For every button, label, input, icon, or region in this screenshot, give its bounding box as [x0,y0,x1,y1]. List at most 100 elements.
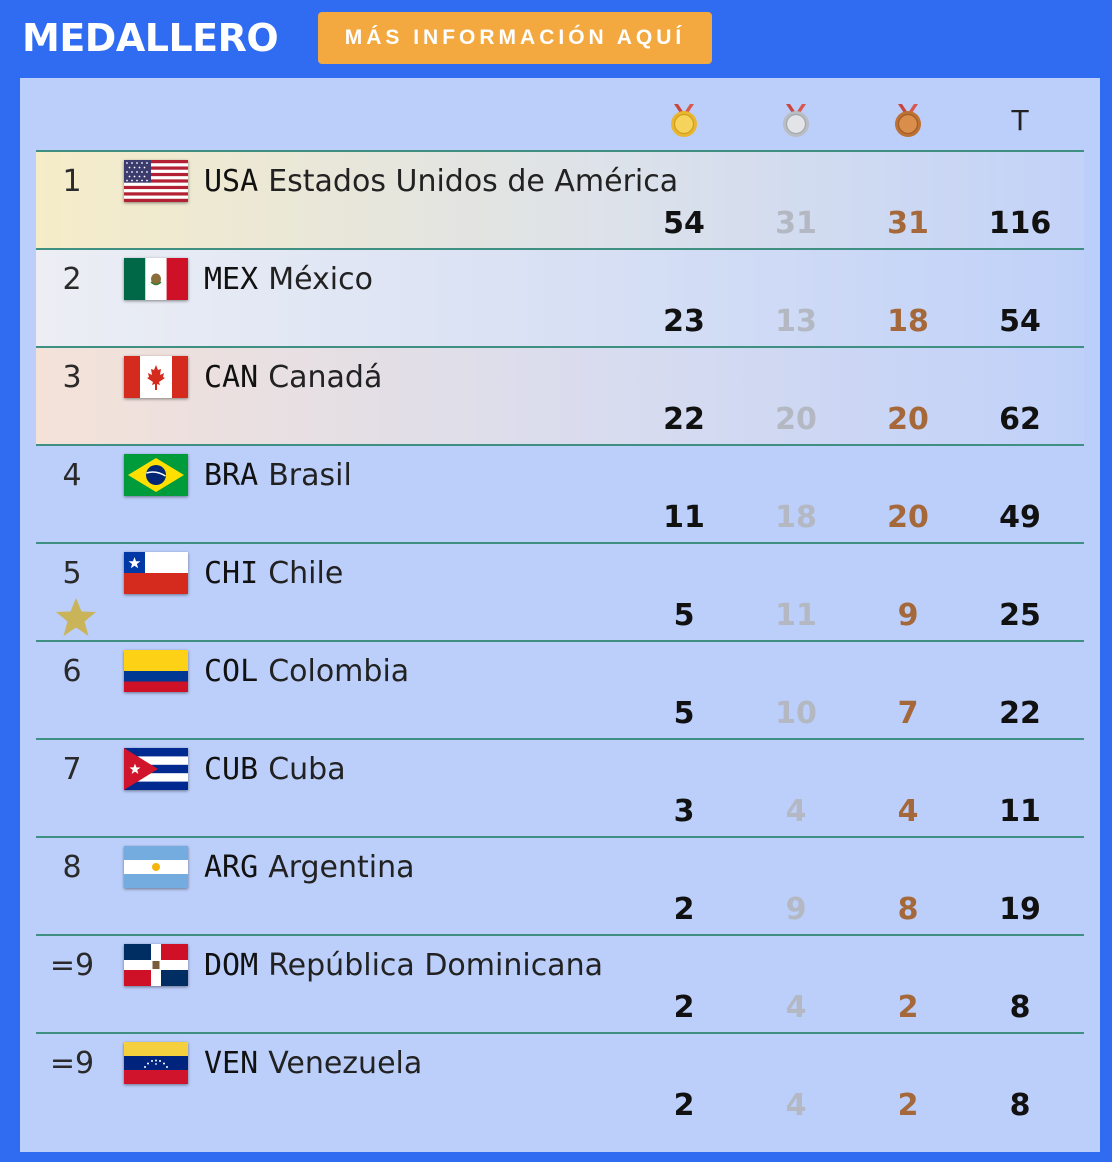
table-row[interactable]: 8 ARG Argentina 2 9 8 19 [36,836,1084,934]
total-count: 19 [999,892,1041,927]
silver-count: 18 [775,500,817,535]
table-row[interactable]: 4 BRA Brasil 11 18 20 49 [36,444,1084,542]
column-header-row: T [20,78,1100,150]
colombia-flag-icon [124,650,188,692]
more-info-button[interactable]: MÁS INFORMACIÓN AQUÍ [318,12,712,64]
country-code: USA [204,164,259,199]
silver-count: 4 [785,990,807,1025]
gold-count: 54 [663,206,705,241]
gold-count: 2 [673,990,695,1025]
country-name: DOM República Dominicana [204,948,603,983]
bronze-count: 20 [887,500,929,535]
table-row[interactable]: 2 MEX México 23 13 18 54 [36,248,1084,346]
table-row[interactable]: 5 CHI Chile 5 11 9 25 [36,542,1084,640]
gold-count: 2 [673,892,695,927]
table-row[interactable]: =9 DOM República Dominicana 2 4 2 8 [36,934,1084,1032]
gold-count: 2 [673,1088,695,1123]
country-label: Colombia [268,654,410,689]
dominican-republic-flag-icon [124,944,188,986]
cuba-flag-icon [124,748,188,790]
rank: 3 [62,360,82,395]
country-label: Canadá [268,360,383,395]
bronze-count: 20 [887,402,929,437]
total-count: 62 [999,402,1041,437]
total-count: 54 [999,304,1041,339]
bronze-count: 7 [897,696,919,731]
rank: =9 [49,948,95,983]
country-code: CHI [204,556,259,591]
country-label: República Dominicana [268,948,603,983]
country-code: ARG [204,850,259,885]
silver-count: 10 [775,696,817,731]
country-code: CUB [204,752,259,787]
country-label: Venezuela [268,1046,423,1081]
rank: =9 [49,1046,95,1081]
gold-count: 11 [663,500,705,535]
canada-flag-icon [124,356,188,398]
table-row[interactable]: 3 CAN Canadá 22 20 20 62 [36,346,1084,444]
table-row[interactable]: 6 COL Colombia 5 10 7 22 [36,640,1084,738]
total-count: 116 [988,206,1052,241]
rank: 5 [62,556,82,591]
silver-count: 20 [775,402,817,437]
country-name: BRA Brasil [204,458,352,493]
total-count: 8 [1009,990,1031,1025]
venezuela-flag-icon [124,1042,188,1084]
country-label: Brasil [268,458,352,493]
total-count: 49 [999,500,1041,535]
country-name: VEN Venezuela [204,1046,422,1081]
country-label: México [268,262,373,297]
page-title: MEDALLERO [22,16,279,60]
bronze-medal-icon [895,104,921,137]
silver-count: 31 [775,206,817,241]
gold-count: 5 [673,598,695,633]
bronze-count: 8 [897,892,919,927]
total-count: 25 [999,598,1041,633]
rank: 7 [62,752,82,787]
total-count: 22 [999,696,1041,731]
silver-count: 11 [775,598,817,633]
country-label: Estados Unidos de América [268,164,679,199]
silver-count: 4 [785,1088,807,1123]
table-row[interactable]: =9 VEN Venezuela 2 4 2 8 [36,1032,1084,1130]
country-code: CAN [204,360,259,395]
country-label: Chile [268,556,344,591]
header: MEDALLERO MÁS INFORMACIÓN AQUÍ [0,0,1112,78]
silver-medal-icon [783,104,809,137]
country-name: COL Colombia [204,654,409,689]
country-name: CHI Chile [204,556,343,591]
country-code: BRA [204,458,259,493]
rank: 2 [62,262,82,297]
mexico-flag-icon [124,258,188,300]
usa-flag-icon [124,160,188,202]
argentina-flag-icon [124,846,188,888]
bronze-count: 2 [897,990,919,1025]
silver-count: 9 [785,892,807,927]
chile-flag-icon [124,552,188,594]
brazil-flag-icon [124,454,188,496]
bronze-count: 2 [897,1088,919,1123]
bronze-count: 9 [897,598,919,633]
silver-count: 13 [775,304,817,339]
rank: 4 [62,458,82,493]
table-row[interactable]: 1 USA Estados Unido [36,150,1084,248]
country-code: VEN [204,1046,259,1081]
rank: 6 [62,654,82,689]
bronze-count: 31 [887,206,929,241]
table-row[interactable]: 7 CUB Cuba 3 4 4 11 [36,738,1084,836]
country-code: COL [204,654,259,689]
country-name: USA Estados Unidos de América [204,164,678,199]
rank: 8 [62,850,82,885]
total-count: 11 [999,794,1041,829]
country-name: MEX México [204,262,373,297]
gold-count: 5 [673,696,695,731]
country-label: Cuba [268,752,346,787]
gold-count: 22 [663,402,705,437]
country-code: MEX [204,262,259,297]
rank: 1 [62,164,82,199]
country-name: CUB Cuba [204,752,346,787]
medal-table: T 1 [20,78,1100,1152]
host-star-icon [56,598,96,636]
bronze-count: 18 [887,304,929,339]
gold-count: 3 [673,794,695,829]
